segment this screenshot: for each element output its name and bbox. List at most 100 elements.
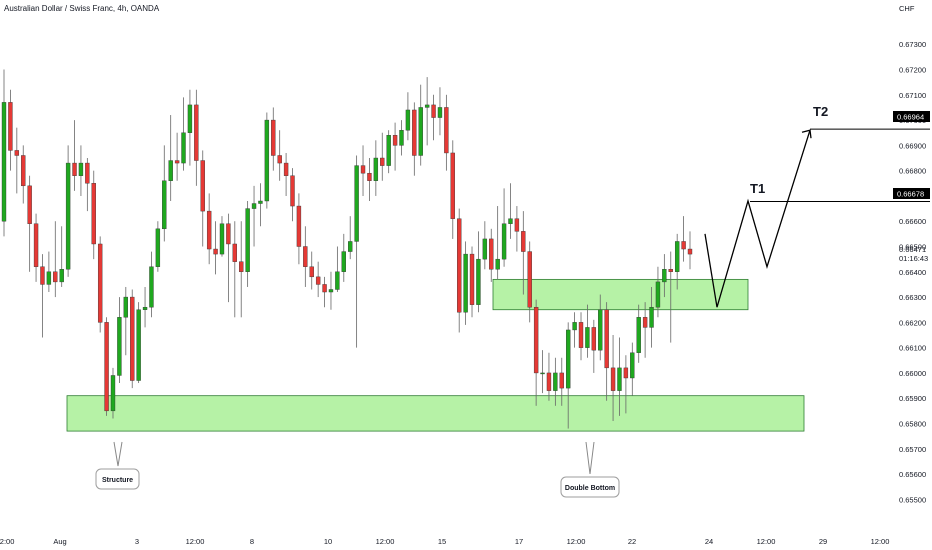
candle-body — [53, 271, 58, 283]
price-axis-label: 0.67100 — [899, 91, 926, 100]
price-axis-label: 0.65700 — [899, 445, 926, 454]
countdown-label: 01:16:43 — [899, 254, 928, 263]
support-zone[interactable] — [66, 395, 805, 432]
structure-label: Structure — [102, 477, 133, 484]
candle-body — [40, 266, 45, 285]
candle-body — [687, 248, 693, 255]
candle-body — [559, 372, 564, 389]
time-axis-label: 24 — [705, 537, 713, 546]
t1-label: T1 — [750, 181, 765, 196]
price-axis-label: 0.67200 — [899, 66, 926, 75]
candle-body — [392, 135, 398, 146]
resistance-zone[interactable] — [492, 278, 749, 311]
structure-box — [95, 468, 140, 490]
structure-callout[interactable]: Structure — [95, 441, 140, 490]
candle-body — [322, 284, 327, 293]
price-axis-label: 0.66900 — [899, 141, 926, 150]
zones-layer — [66, 278, 805, 432]
time-axis-label: 12:00 — [186, 537, 205, 546]
double-bottom-pointer — [585, 441, 595, 475]
candle-body — [1, 102, 7, 222]
price-axis-label: 0.66400 — [899, 268, 926, 277]
price-axis[interactable]: 0.673000.672000.671000.670000.669000.668… — [899, 40, 926, 504]
time-axis-label: 12:00 — [567, 537, 586, 546]
t1-tag-bg — [893, 188, 930, 199]
candle-body — [373, 157, 379, 181]
price-axis-label: 0.65500 — [899, 495, 926, 504]
candle-body — [194, 104, 199, 161]
candle-body — [437, 107, 443, 118]
candle-body — [14, 150, 20, 156]
candle-body — [533, 306, 539, 374]
candle-body — [335, 271, 340, 290]
candle-body — [168, 160, 173, 181]
candle-body — [219, 223, 225, 255]
candle-body — [290, 175, 295, 207]
candle-body — [181, 132, 186, 164]
candle-body — [200, 160, 205, 212]
price-axis-label: 0.66300 — [899, 293, 926, 302]
candle-body — [540, 372, 545, 375]
time-axis-label: 12:00 — [0, 537, 14, 546]
candle-body — [598, 309, 603, 351]
candle-body — [681, 241, 686, 250]
candle-body — [553, 372, 558, 391]
candle-body — [572, 322, 577, 331]
candle-body — [642, 317, 648, 328]
candle-body — [277, 155, 282, 164]
t1-price-tag: 0.66678 — [893, 188, 930, 199]
double-bottom-callout[interactable]: Double Bottom — [560, 441, 620, 498]
time-axis-label: 12:00 — [376, 537, 395, 546]
candle-body — [142, 306, 148, 310]
candle-body — [239, 261, 244, 272]
price-axis-label: 0.67300 — [899, 40, 926, 49]
candle-body — [386, 135, 391, 166]
overlays-layer — [704, 128, 930, 308]
time-axis-label: 10 — [324, 537, 332, 546]
candle-body — [578, 322, 584, 348]
time-axis-label: 15 — [438, 537, 446, 546]
double-bottom-box — [560, 476, 620, 498]
price-axis-label: 0.66000 — [899, 369, 926, 378]
candle-body — [546, 372, 552, 391]
price-axis-label: 0.65900 — [899, 394, 926, 403]
candle-body — [405, 109, 411, 131]
candle-body — [367, 172, 372, 181]
candle-body — [354, 165, 359, 242]
candle-body — [508, 218, 513, 224]
candle-body — [8, 102, 13, 151]
projected-path[interactable] — [704, 130, 811, 308]
candle-body — [315, 276, 321, 285]
time-axis[interactable]: 12:00 Aug 3 12:00 8 10 12:00 15 17 12:00 22 24 12:00… — [0, 537, 889, 546]
candle-body — [489, 238, 494, 270]
structure-pointer — [113, 441, 123, 467]
candle-body — [482, 238, 488, 260]
candle-body — [309, 266, 314, 278]
candle-body — [117, 317, 122, 376]
candle-body — [296, 205, 302, 247]
candle-body — [206, 210, 212, 250]
candle-body — [655, 281, 661, 308]
candle-body — [110, 375, 116, 412]
candle-body — [65, 162, 71, 270]
candle-body — [431, 104, 436, 118]
price-axis-label: 0.65800 — [899, 420, 926, 429]
candle-body — [399, 129, 404, 146]
candle-body — [341, 251, 346, 272]
candle-body — [328, 289, 334, 293]
candle-body — [72, 162, 77, 176]
candle-body — [623, 367, 629, 379]
price-axis-label: 0.66100 — [899, 344, 926, 353]
candle-body — [283, 162, 289, 176]
t2-tag-bg — [893, 111, 930, 122]
t2-price-tag: 0.66964 — [893, 111, 930, 122]
candle-body — [232, 243, 237, 262]
time-axis-label: 8 — [250, 537, 254, 546]
currency-label: CHF — [899, 4, 915, 13]
candle-body — [226, 223, 231, 245]
candle-body — [514, 218, 520, 232]
time-axis-label: 29 — [819, 537, 827, 546]
candle-body — [380, 157, 385, 166]
candle-body — [469, 253, 475, 305]
